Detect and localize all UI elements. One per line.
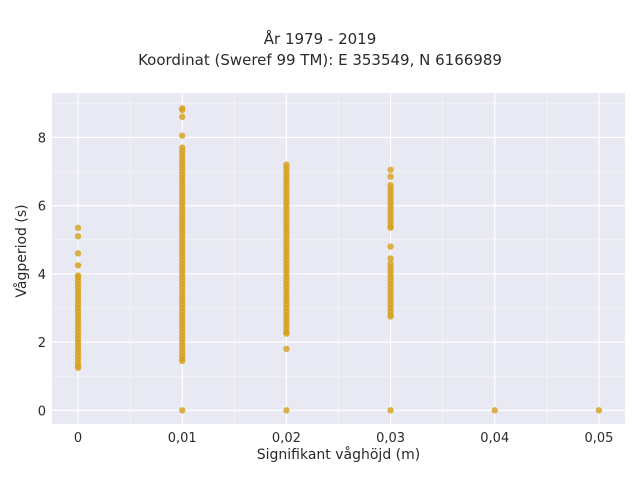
data-point [179, 132, 186, 139]
x-tick-label: 0,04 [480, 431, 509, 446]
y-tick-label: 2 [38, 336, 46, 351]
data-point [74, 233, 82, 240]
data-point [179, 357, 186, 365]
data-point [179, 106, 186, 114]
data-point [74, 224, 82, 231]
y-axis-label: Vågperiod (s) [14, 204, 30, 298]
y-tick-label: 0 [38, 404, 46, 419]
data-point [283, 330, 290, 337]
data-point [74, 364, 82, 371]
data-point [387, 173, 394, 180]
x-tick-label: 0 [74, 431, 82, 446]
data-point [387, 243, 394, 250]
data-point [283, 345, 290, 353]
y-tick-label: 6 [38, 200, 46, 215]
data-point [387, 224, 394, 231]
data-point [387, 313, 394, 320]
data-point [595, 407, 603, 414]
y-tick-label: 8 [38, 131, 46, 146]
chart-title: År 1979 - 2019 [263, 30, 377, 48]
data-point [179, 407, 186, 414]
data-point [283, 407, 290, 414]
chart-subtitle: Koordinat (Sweref 99 TM): E 353549, N 61… [138, 51, 502, 69]
x-tick-label: 0,03 [376, 431, 405, 446]
data-point [387, 255, 394, 262]
data-point [74, 262, 82, 269]
data-point [179, 113, 186, 121]
data-point [491, 407, 498, 414]
x-axis-label: Signifikant våghöjd (m) [256, 447, 421, 463]
x-tick-label: 0,01 [168, 431, 197, 446]
x-tick-label: 0,05 [584, 431, 613, 446]
y-tick-label: 4 [38, 268, 46, 283]
x-tick-label: 0,02 [272, 431, 301, 446]
data-point [387, 407, 394, 414]
data-point [387, 166, 394, 173]
data-point [74, 250, 82, 257]
